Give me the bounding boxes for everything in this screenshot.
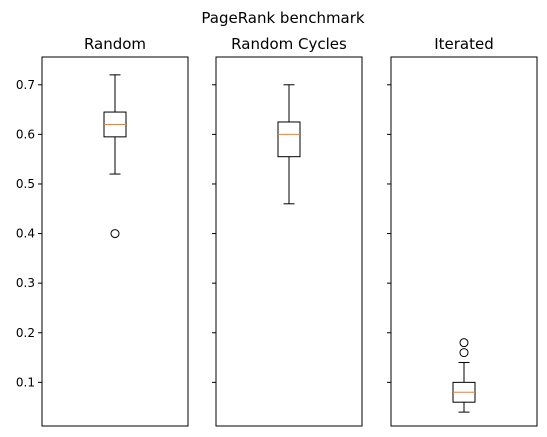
panel-3: Iterated: [387, 35, 538, 427]
outlier-point: [459, 348, 469, 358]
axes-frame: [215, 56, 363, 427]
panel-2: Random Cycles: [212, 35, 363, 427]
y-tick-label: 0.5: [16, 177, 35, 191]
y-tick-label: 0.2: [16, 326, 35, 340]
chart-title: PageRank benchmark: [201, 9, 365, 27]
panel-title: Random Cycles: [231, 35, 347, 53]
y-tick-label: 0.1: [16, 375, 35, 389]
y-tick-label: 0.7: [16, 78, 35, 92]
panel-title: Iterated: [434, 35, 494, 53]
panel-title: Random: [84, 35, 146, 53]
axes-frame: [390, 56, 538, 427]
axes-frame: [41, 56, 189, 427]
y-tick-label: 0.4: [16, 227, 35, 241]
panel-1: Random 0.1 0.2 0.3 0.4 0.5 0.6 0.7: [16, 35, 189, 427]
y-tick-label: 0.6: [16, 127, 35, 141]
y-tick-label: 0.3: [16, 276, 35, 290]
outlier-point: [110, 229, 120, 239]
panels: Random 0.1 0.2 0.3 0.4 0.5 0.6 0.7 Random Cycles…: [16, 35, 538, 427]
box: [277, 121, 301, 158]
outlier-point: [459, 338, 469, 348]
